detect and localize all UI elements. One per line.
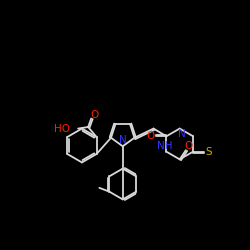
Text: NH: NH	[157, 141, 172, 151]
Text: O: O	[90, 110, 98, 120]
Text: HO: HO	[54, 124, 70, 134]
Text: S: S	[205, 147, 212, 157]
Text: N: N	[178, 129, 186, 139]
Text: N: N	[119, 135, 126, 145]
Text: O: O	[185, 141, 193, 151]
Text: O: O	[147, 131, 155, 141]
